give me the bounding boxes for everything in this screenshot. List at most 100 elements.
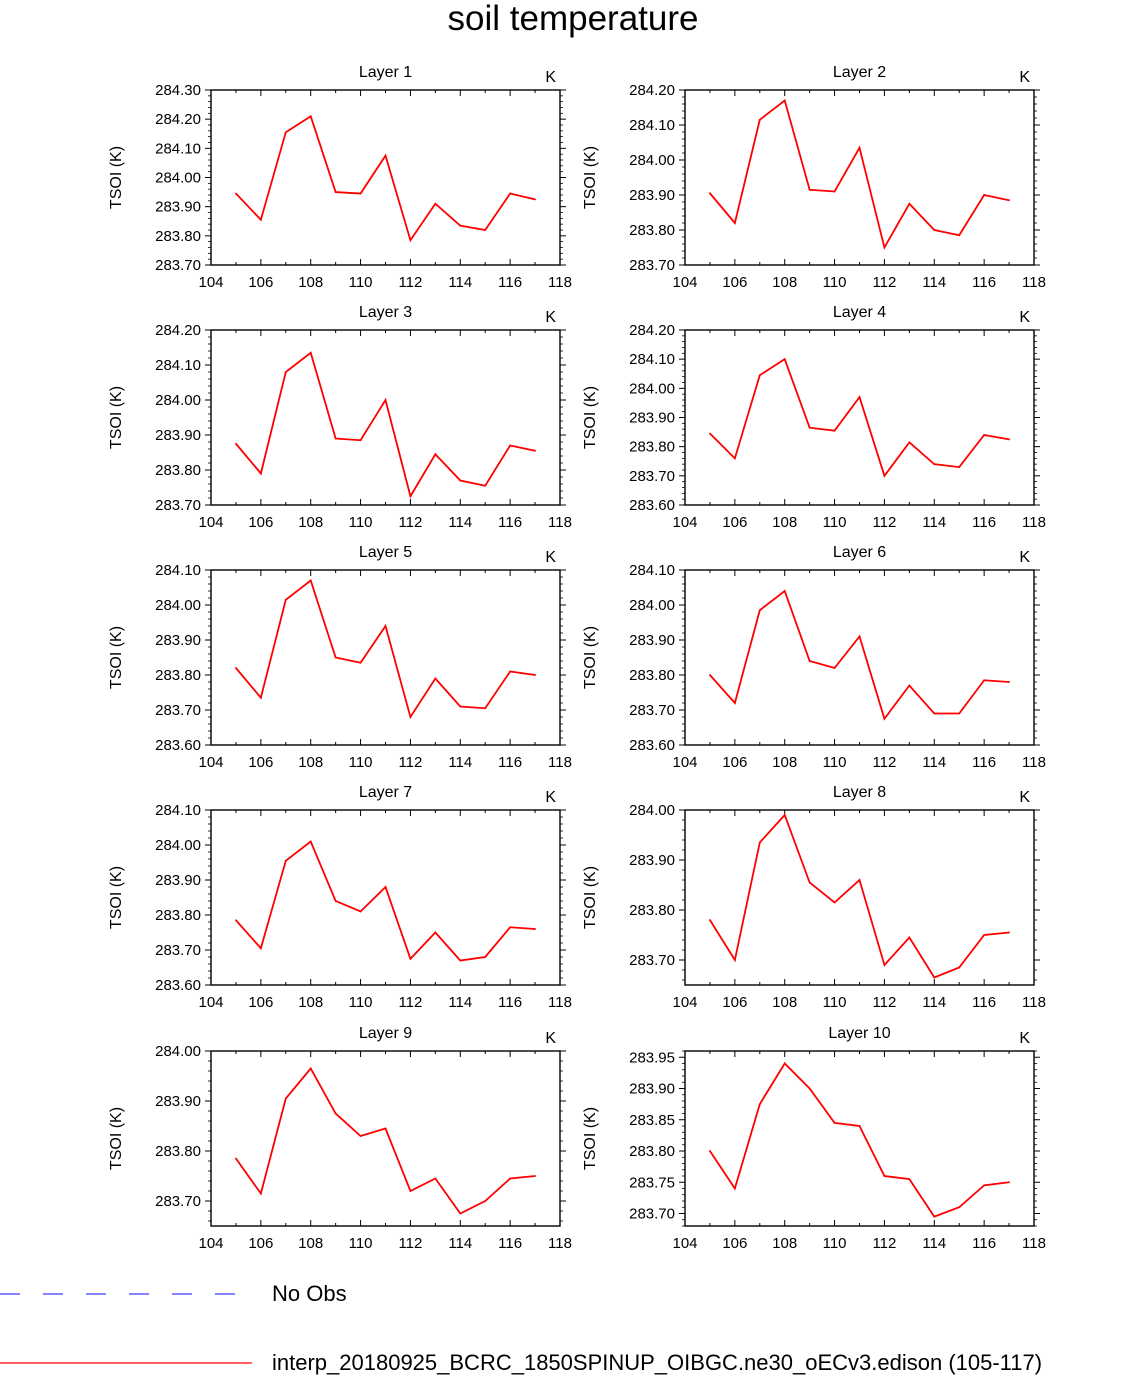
y-tick-label: 283.90 (629, 1081, 675, 1098)
legend-model-line (0, 1362, 252, 1364)
data-point (883, 474, 886, 477)
data-point (958, 966, 961, 969)
data-point (235, 919, 237, 922)
data-point (833, 901, 836, 904)
data-point (958, 234, 961, 237)
data-point (534, 674, 536, 676)
data-point (883, 717, 886, 720)
data-point (509, 192, 512, 195)
x-tick-label: 104 (672, 274, 697, 291)
data-point (384, 625, 387, 627)
y-axis-label: TSOI (K) (108, 866, 125, 929)
data-point (534, 449, 536, 452)
data-point (908, 936, 911, 939)
data-point (758, 118, 761, 121)
data-point (409, 957, 412, 960)
x-tick-label: 110 (349, 1235, 373, 1252)
x-tick-label: 114 (448, 514, 472, 531)
y-tick-label: 283.95 (629, 1049, 675, 1066)
plot-frame (684, 809, 1035, 986)
y-tick-label: 284.10 (155, 562, 201, 579)
tsoi-series-line (235, 840, 536, 962)
y-tick-label: 283.80 (155, 907, 201, 924)
plot-frame (210, 329, 561, 506)
data-point (334, 437, 337, 440)
y-tick-label: 284.10 (629, 117, 675, 134)
data-point (808, 188, 811, 191)
x-tick-label: 112 (872, 994, 896, 1011)
x-tick-label: 114 (922, 514, 946, 531)
data-point (509, 444, 512, 447)
data-point (983, 679, 986, 682)
data-point (434, 931, 437, 934)
panel-units: K (545, 309, 556, 326)
data-point (758, 609, 761, 612)
data-point (1008, 931, 1010, 934)
data-point (883, 1175, 886, 1177)
y-tick-label: 284.00 (629, 597, 675, 614)
y-tick-label: 284.10 (155, 357, 201, 374)
data-point (384, 886, 387, 888)
data-point (933, 463, 936, 466)
data-point (783, 590, 786, 592)
data-point (284, 859, 287, 862)
y-tick-label: 284.00 (155, 1043, 201, 1060)
x-tick-label: 118 (1022, 994, 1046, 1011)
data-point (983, 1184, 986, 1187)
y-tick-label: 283.80 (629, 902, 675, 919)
chart-panel-2: 104 106 108 110 112 114 116 118 283.70 283.80 283.… (582, 64, 1046, 291)
data-point (883, 246, 886, 249)
data-point (384, 399, 387, 401)
y-tick-label: 284.00 (155, 597, 201, 614)
data-point (434, 1177, 437, 1180)
data-point (758, 374, 761, 377)
data-point (334, 1112, 337, 1115)
x-tick-label: 110 (349, 274, 373, 291)
x-tick-label: 118 (548, 1235, 572, 1252)
data-point (709, 1150, 711, 1152)
panel-title: Layer 5 (359, 544, 412, 561)
panel-units: K (1019, 789, 1030, 806)
x-tick-label: 116 (498, 1235, 522, 1252)
panel-units: K (545, 1030, 556, 1047)
data-point (733, 457, 736, 460)
data-point (983, 194, 986, 196)
x-tick-label: 106 (722, 274, 747, 291)
data-point (459, 705, 462, 708)
data-point (534, 928, 536, 930)
data-point (309, 351, 312, 354)
y-tick-label: 283.70 (629, 1206, 675, 1223)
data-point (434, 453, 437, 456)
y-tick-label: 283.70 (629, 952, 675, 969)
data-point (958, 1206, 961, 1209)
data-point (359, 661, 362, 664)
data-point (235, 442, 237, 445)
panel-title: Layer 4 (833, 304, 886, 321)
data-point (509, 1177, 512, 1180)
data-point (1008, 1181, 1010, 1184)
data-point (235, 667, 237, 669)
data-point (908, 202, 911, 205)
data-point (733, 702, 736, 704)
data-point (259, 1192, 262, 1195)
data-point (983, 934, 986, 936)
data-point (484, 229, 487, 231)
y-tick-label: 283.80 (155, 462, 201, 479)
panel-title: Layer 1 (359, 64, 412, 81)
y-tick-label: 284.20 (155, 111, 201, 128)
data-point (334, 656, 337, 659)
data-point (309, 115, 312, 118)
data-point (284, 1097, 287, 1100)
data-point (933, 976, 936, 979)
data-point (858, 879, 861, 881)
x-tick-label: 104 (198, 994, 223, 1011)
data-point (709, 674, 711, 676)
x-tick-label: 106 (722, 754, 747, 771)
main-title: soil temperature (447, 0, 699, 38)
legend-model-label: interp_20180925_BCRC_1850SPINUP_OIBGC.ne… (272, 1350, 1043, 1375)
y-tick-label: 283.75 (629, 1174, 675, 1191)
panel-units: K (545, 69, 556, 86)
plot-frame (684, 89, 1035, 266)
data-point (334, 191, 337, 193)
